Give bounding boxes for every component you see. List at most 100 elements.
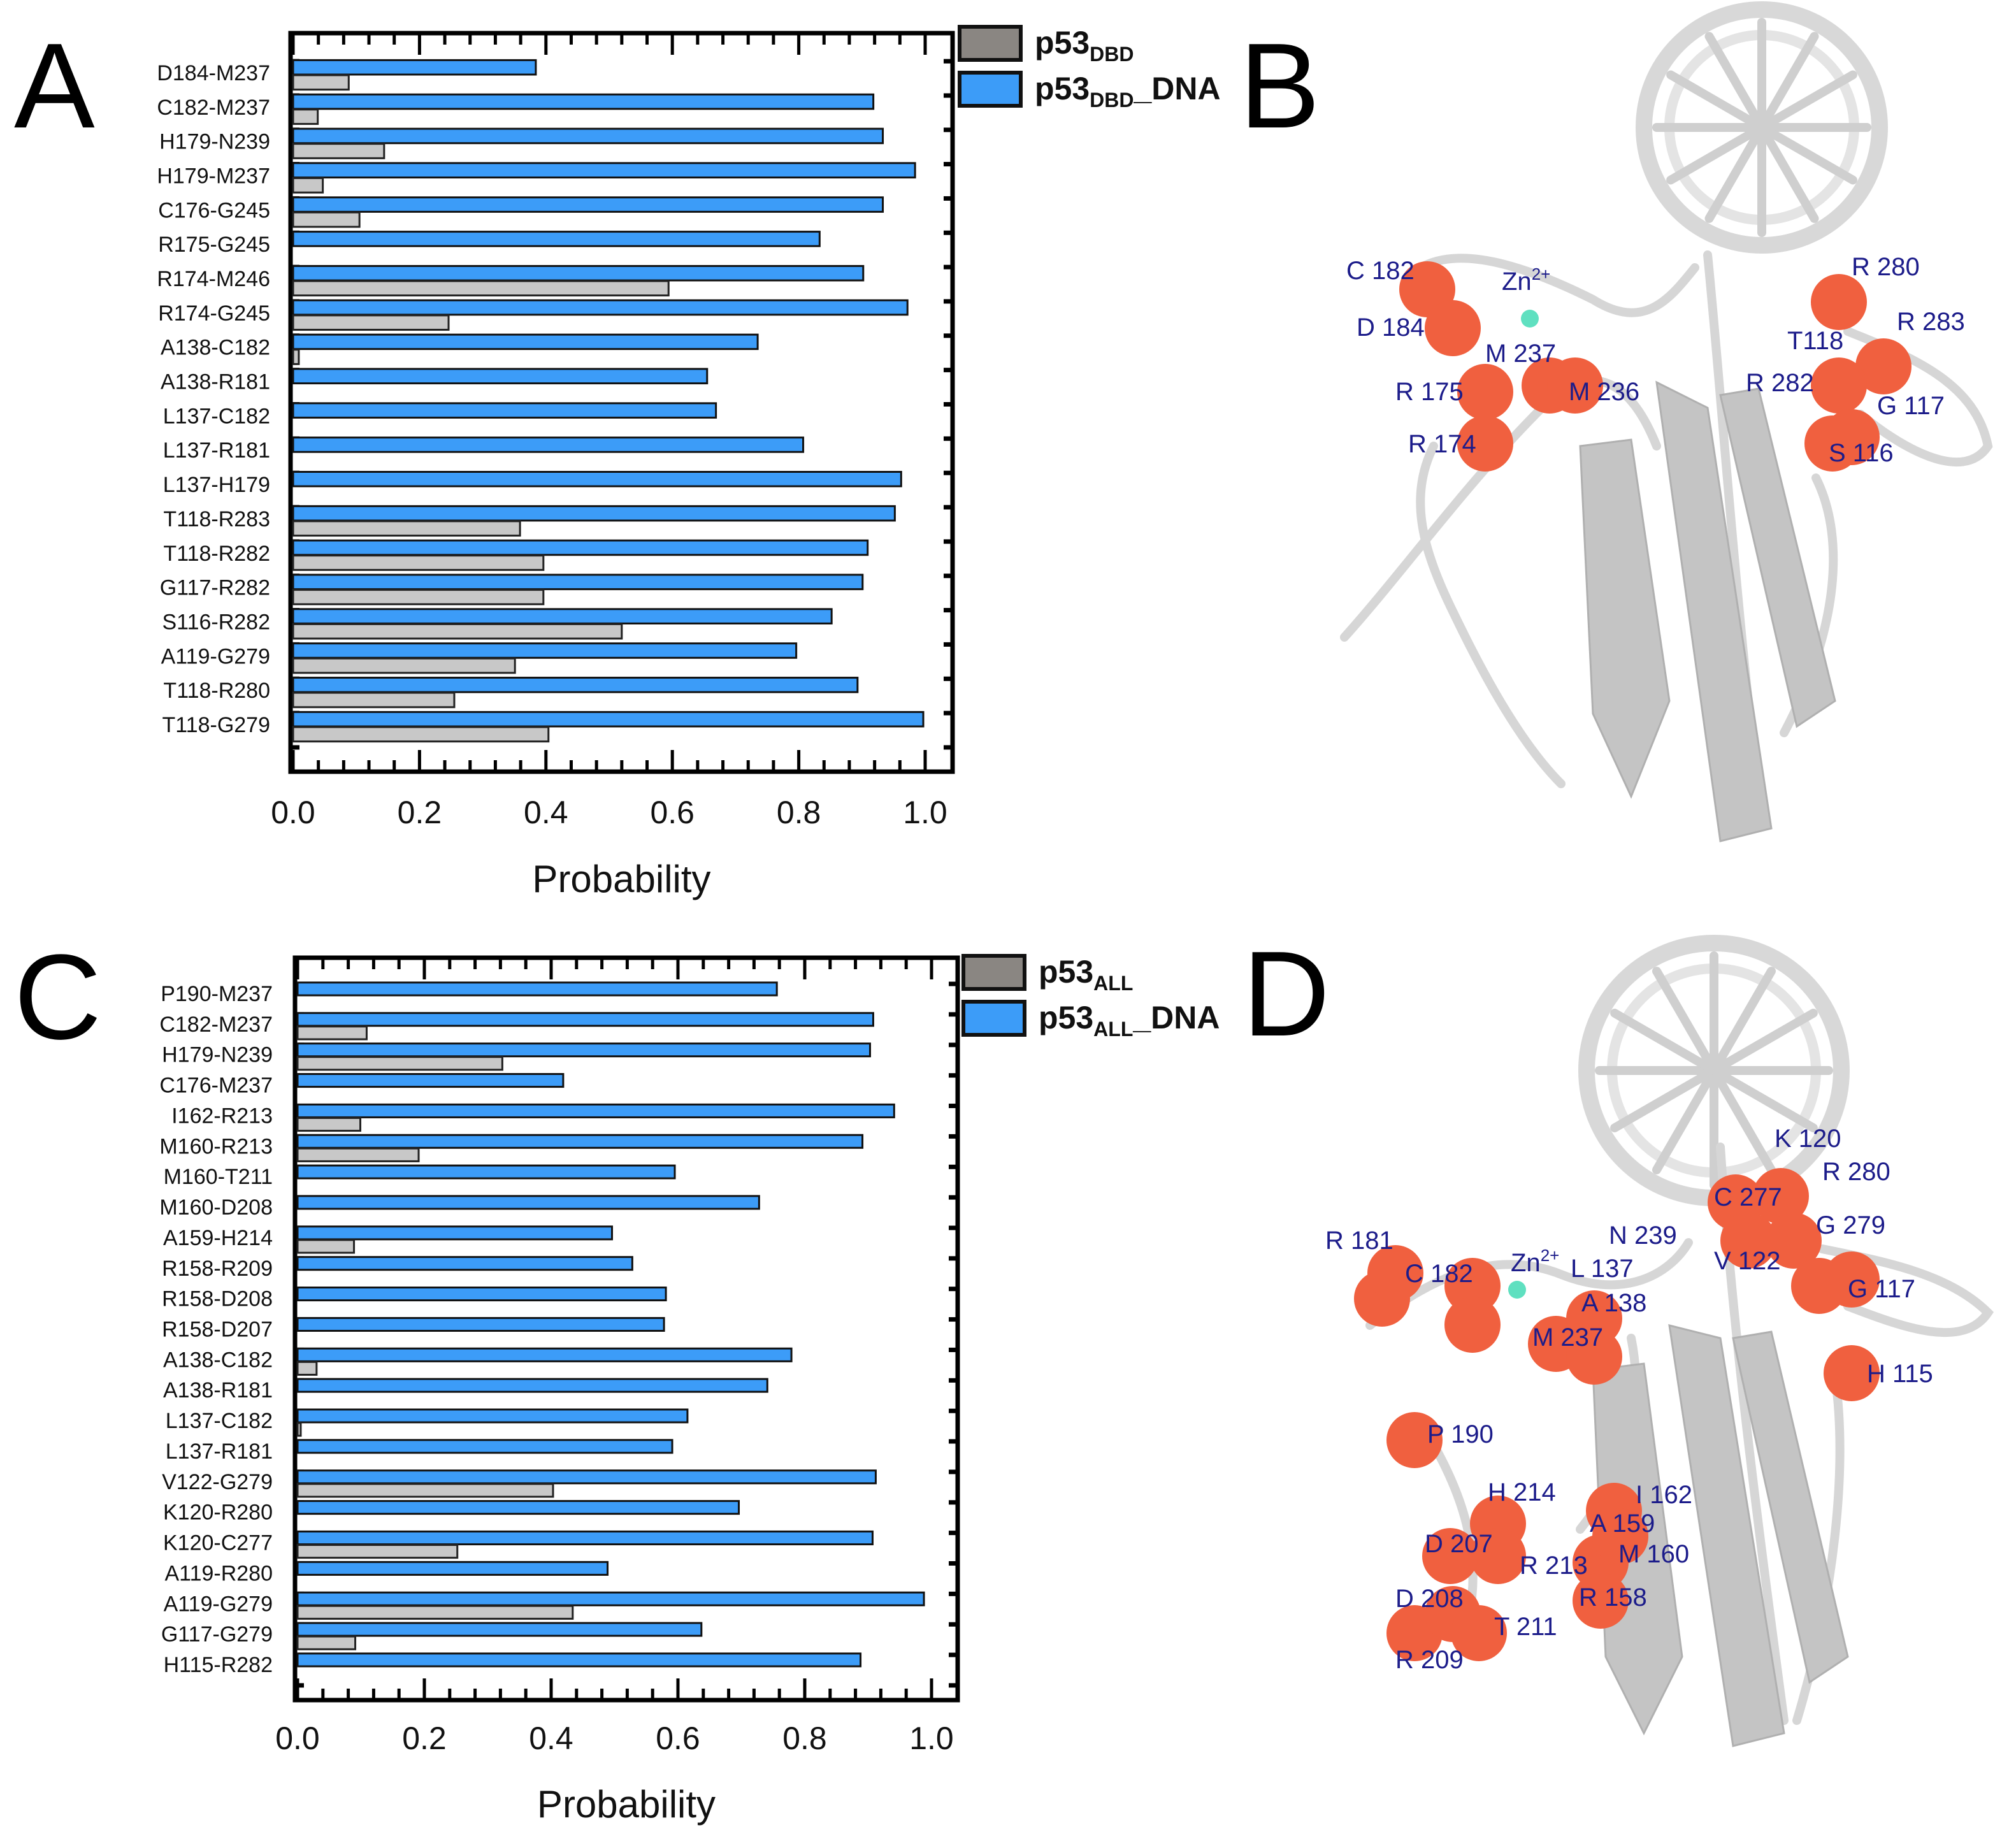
residue-sphere [1766,1213,1822,1269]
residue-sphere [1457,364,1513,420]
bar-free [292,691,456,709]
residue-sphere [1855,338,1912,394]
category-label: A119-G279 [164,1592,273,1616]
residue-sphere [1811,357,1867,414]
category-label: R175-G245 [158,233,270,257]
zinc-charge: 2+ [1532,264,1551,284]
bar-dna-bound [296,1652,862,1668]
bar-dna-bound [292,93,875,110]
category-label: H179-N239 [159,130,270,154]
legend-subscript: DBD [1090,43,1134,66]
zinc-symbol: Zn [1502,268,1532,296]
residue-label: I 162 [1636,1481,1692,1509]
category-label: H179-N239 [162,1043,273,1067]
bar-dna-bound [296,1439,673,1454]
bar-dna-bound [296,1012,874,1027]
category-label: C176-M237 [159,1074,273,1098]
x-tick-label: 0.4 [529,1720,573,1756]
category-label: T118-R282 [163,542,270,566]
legend-subscript: ALL [1093,972,1133,995]
residue-label: C 182 [1405,1260,1473,1288]
dna-base-pair [1666,123,1766,185]
dna-base-pair [1757,70,1857,132]
residue-label: H 115 [1867,1360,1933,1388]
category-label: K120-C277 [163,1531,273,1555]
residue-label: R 280 [1852,253,1920,281]
legend-main: p53 [1035,25,1090,61]
bar-free [292,589,545,605]
residue-sphere [1824,1345,1880,1401]
zinc-charge: 2+ [1541,1246,1560,1265]
category-label: T118-R283 [163,507,270,531]
bar-dna-bound [292,710,925,728]
residue-label: R 174 [1408,430,1476,458]
legend-subscript: ALL [1093,1018,1133,1041]
residue-sphere [1753,1168,1809,1224]
bar-dna-bound [296,1103,895,1118]
x-axis-title: Probability [532,858,710,900]
legend-main: p53 [1039,954,1093,990]
category-label: M160-R213 [159,1134,273,1158]
x-tick-label: 0.4 [524,795,568,830]
residue-sphere [1547,357,1603,414]
residue-label: L 137 [1571,1255,1634,1283]
beta-sheet [1579,438,1671,799]
beta-sheet [1732,1330,1849,1684]
zinc-ion [1521,310,1539,328]
dna-base-pair [1610,1066,1718,1132]
category-label: L137-R181 [163,438,270,463]
x-tick-label: 0.0 [271,795,315,830]
category-label: V122-G279 [162,1470,273,1494]
residue-label: A 159 [1590,1510,1655,1538]
bar-dna-bound [296,1164,676,1179]
category-label: L137-C182 [166,1409,273,1433]
bar-dna-bound [296,1469,877,1485]
dna-base-pair [1704,123,1766,223]
category-label: A138-C182 [163,1348,273,1372]
panel-label-d: D [1242,927,1330,1062]
bar-dna-bound [296,1347,793,1362]
bar-dna-bound [292,59,537,76]
bar-dna-bound [296,1195,760,1210]
bar-dna-bound [296,1256,633,1271]
residue-sphere [1470,1528,1526,1584]
protein-ribbon [1365,1238,1693,1330]
legend-entry: p53DBD [1035,25,1134,66]
panel-label-c: C [14,930,101,1065]
panel-label-b: B [1239,18,1320,154]
residue-sphere [1811,274,1867,330]
legend-swatch [961,1000,1026,1037]
residue-sphere [1444,1297,1501,1353]
category-label: R158-D207 [162,1317,273,1341]
category-label: A138-R181 [161,370,270,394]
bar-dna-bound [292,608,833,624]
residue-label: D 184 [1357,314,1425,342]
category-label: H179-M237 [157,164,270,189]
bar-dna-bound [296,1287,667,1302]
bar-dna-bound [292,677,859,693]
residue-label: M 236 [1569,378,1639,406]
residue-label: C 182 [1346,257,1415,285]
category-label: A119-G279 [161,644,270,668]
residue-label: R 209 [1395,1646,1464,1674]
bar-dna-bound [296,1622,703,1637]
bar-free [296,1360,318,1376]
category-label: A159-H214 [163,1226,273,1250]
dna-base-pair [1710,967,1776,1075]
dna-base-pair [1652,1066,1718,1174]
x-tick-label: 0.2 [402,1720,447,1756]
bar-dna-bound [296,1072,565,1088]
dna-base-pair [1704,32,1766,132]
bar-free [296,1025,368,1041]
residue-label: R 181 [1325,1227,1393,1255]
chart-c: 0.0 0.2 0.4 0.6 0.8 1.0 Probability P190-M237 C1… [159,954,1220,1826]
residue-label: R 158 [1579,1583,1647,1612]
dna-base-pair [1610,1009,1718,1075]
residue-label: G 117 [1877,392,1945,420]
category-label: R174-G245 [158,301,270,326]
residue-label: C 277 [1714,1183,1782,1211]
bar-dna-bound [292,642,798,659]
bar-dna-bound [292,402,717,419]
category-label: I162-R213 [171,1104,273,1128]
dna-base-pair [1710,1066,1818,1132]
